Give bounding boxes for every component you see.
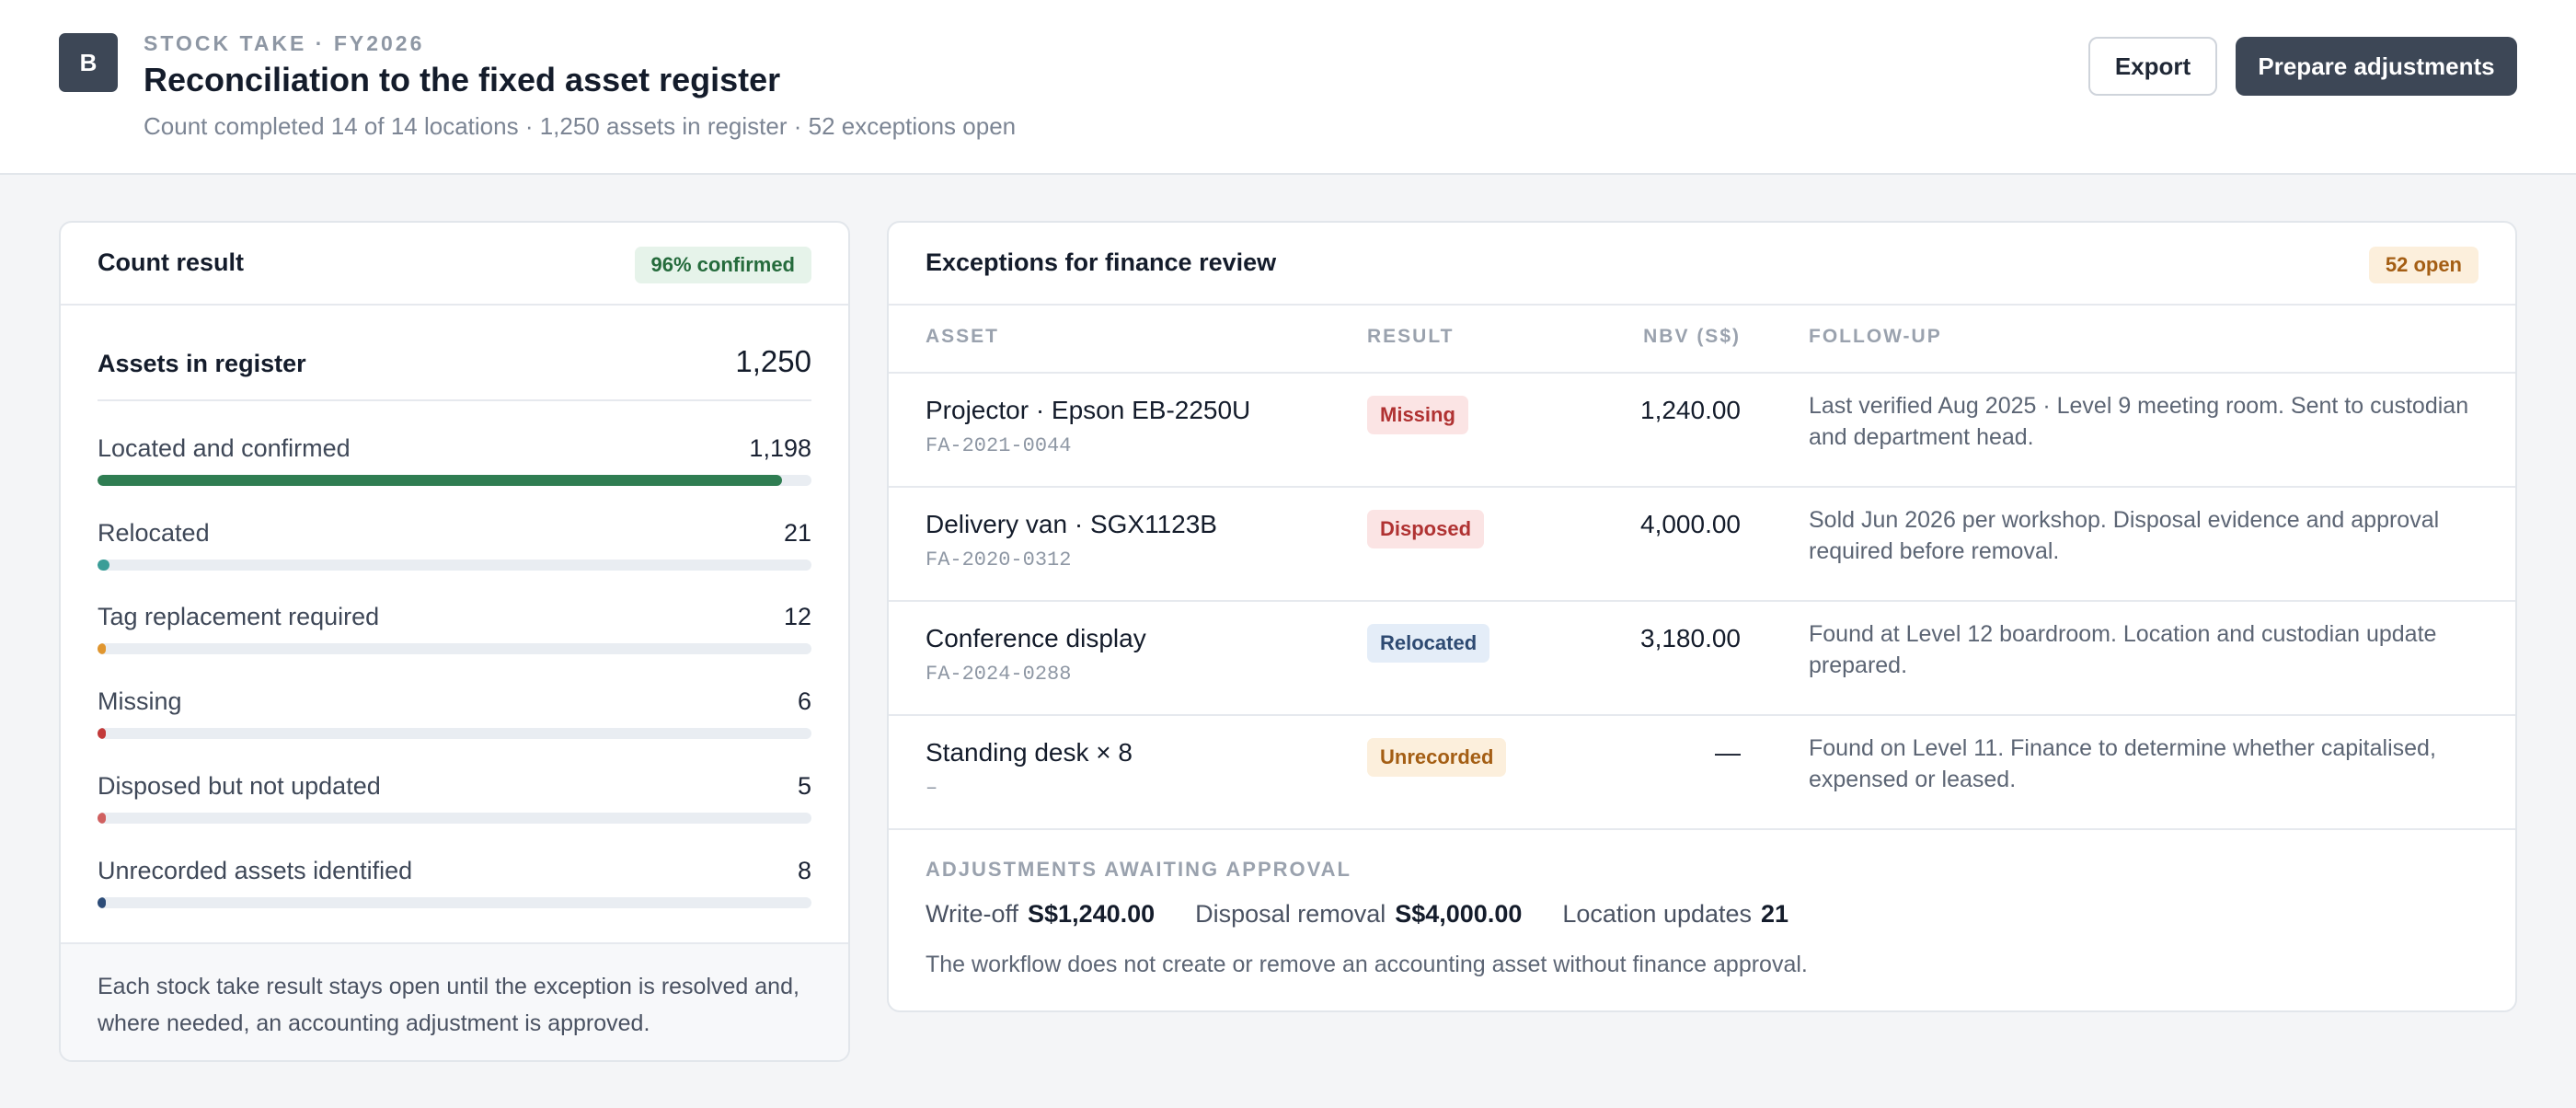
writeoff-label: Write-off [926,900,1019,928]
metric-located: Located and confirmed 1,198 [98,434,811,508]
metric-value: 6 [797,687,811,715]
count-result-title: Count result [98,248,244,276]
follow-up-text: Found at Level 12 boardroom. Location an… [1809,621,2437,678]
page-subtitle: Count completed 14 of 14 locations · 1,2… [144,112,1017,140]
column-header-nbv[interactable]: NBV (S$) [1643,326,1741,347]
metric-label: Located and confirmed [98,434,351,462]
asset-code: FA-2021-0044 [926,434,1072,457]
page-header: B STOCK TAKE · FY2026 Reconciliation to … [0,0,2576,175]
register-label: Assets in register [98,350,306,377]
exceptions-header: Exceptions for finance review 52 open [889,223,2515,306]
metric-value: 8 [797,857,811,884]
progress-fill [98,560,110,571]
divider [889,600,2515,602]
asset-code: FA-2024-0288 [926,663,1072,686]
divider [889,486,2515,488]
count-result-header: Count result 96% confirmed [61,223,848,306]
table-row[interactable]: Projector · Epson EB-2250U FA-2021-0044 … [889,374,2515,488]
page-title: Reconciliation to the fixed asset regist… [144,61,781,98]
divider [889,372,2515,374]
progress-fill [98,643,107,654]
result-badge: Relocated [1367,624,1490,663]
progress-track [98,475,811,486]
result-badge: Unrecorded [1367,738,1507,777]
metric-label: Unrecorded assets identified [98,857,413,884]
disposal-value: S$4,000.00 [1395,900,1523,928]
register-value: 1,250 [735,344,811,378]
nbv-value: 4,000.00 [1640,510,1741,538]
count-result-footer: Each stock take result stays open until … [61,942,848,1060]
metric-label: Disposed but not updated [98,772,381,800]
open-count-badge: 52 open [2368,247,2478,283]
location-label: Location updates [1562,900,1753,928]
adjustments-title: ADJUSTMENTS AWAITING APPROVAL [926,858,1351,881]
asset-name: Projector · Epson EB-2250U [926,396,1251,424]
adjustments-summary: Write-off S$1,240.00 Disposal removal S$4,0… [926,900,1829,929]
count-result-card: Count result 96% confirmed Assets in reg… [59,221,850,1062]
disposal-label: Disposal removal [1195,900,1386,928]
metric-value: 5 [797,772,811,800]
column-header-follow-up[interactable]: FOLLOW-UP [1809,326,1942,347]
metric-label: Tag replacement required [98,603,380,630]
metric-value: 1,198 [749,434,811,462]
writeoff-value: S$1,240.00 [1028,900,1156,928]
table-row[interactable]: Standing desk × 8 – Unrecorded — Found o… [889,716,2515,830]
count-result-footnote: Each stock take result stays open until … [98,974,799,1036]
nbv-value: — [1715,738,1741,767]
asset-name: Standing desk × 8 [926,738,1133,767]
progress-track [98,643,811,654]
app-logo: B [59,33,118,92]
progress-fill [98,897,107,908]
result-badge: Disposed [1367,510,1485,548]
location-value: 21 [1761,900,1789,928]
progress-fill [98,728,107,739]
progress-track [98,897,811,908]
metric-disposed: Disposed but not updated 5 [98,772,811,846]
follow-up-text: Sold Jun 2026 per workshop. Disposal evi… [1809,507,2440,564]
table-row[interactable]: Conference display FA-2024-0288 Relocate… [889,602,2515,716]
nbv-value: 1,240.00 [1640,396,1741,424]
progress-fill [98,813,107,824]
metric-value: 21 [783,519,811,547]
progress-track [98,728,811,739]
metric-missing: Missing 6 [98,687,811,761]
confirmed-badge: 96% confirmed [634,247,811,283]
metric-relocated: Relocated 21 [98,519,811,593]
metric-unrecorded: Unrecorded assets identified 8 [98,857,811,930]
progress-fill [98,475,782,486]
export-button[interactable]: Export [2088,37,2217,96]
nbv-value: 3,180.00 [1640,624,1741,652]
result-badge: Missing [1367,396,1468,434]
column-header-asset[interactable]: ASSET [926,326,1000,347]
asset-code: FA-2020-0312 [926,548,1072,571]
prepare-adjustments-button[interactable]: Prepare adjustments [2236,37,2517,96]
page-eyebrow: STOCK TAKE · FY2026 [144,31,425,55]
adjustments-note: The workflow does not create or remove a… [926,952,1808,977]
table-row[interactable]: Delivery van · SGX1123B FA-2020-0312 Dis… [889,488,2515,602]
progress-track [98,560,811,571]
exceptions-card: Exceptions for finance review 52 open AS… [887,221,2517,1012]
asset-code: – [926,777,938,800]
follow-up-text: Found on Level 11. Finance to determine … [1809,735,2436,792]
divider [889,828,2515,830]
metric-label: Missing [98,687,182,715]
exceptions-title: Exceptions for finance review [926,248,1277,276]
divider [889,714,2515,716]
asset-name: Delivery van · SGX1123B [926,510,1217,538]
metric-value: 12 [783,603,811,630]
register-total-row: Assets in register 1,250 [98,318,811,401]
progress-track [98,813,811,824]
metric-label: Relocated [98,519,210,547]
follow-up-text: Last verified Aug 2025 · Level 9 meeting… [1809,393,2469,450]
metric-tag-replacement: Tag replacement required 12 [98,603,811,676]
column-header-result[interactable]: RESULT [1367,326,1455,347]
asset-name: Conference display [926,624,1146,652]
